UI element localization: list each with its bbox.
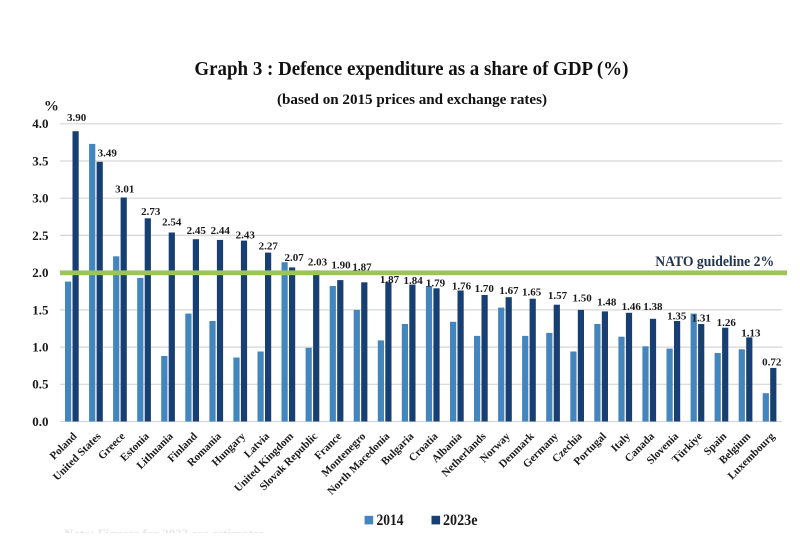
svg-text:1.90: 1.90 [331, 259, 351, 271]
svg-text:1.57: 1.57 [548, 290, 568, 302]
svg-text:NATO guideline 2%: NATO guideline 2% [655, 254, 774, 270]
svg-text:3.5: 3.5 [32, 153, 49, 168]
svg-text:1.13: 1.13 [741, 327, 761, 339]
svg-text:2.0: 2.0 [32, 265, 48, 280]
svg-text:3.01: 3.01 [115, 183, 134, 195]
svg-text:1.50: 1.50 [572, 293, 592, 305]
svg-text:%: % [44, 99, 59, 115]
svg-text:0.72: 0.72 [762, 356, 782, 368]
svg-text:1.26: 1.26 [717, 317, 737, 329]
svg-text:1.76: 1.76 [452, 281, 472, 293]
svg-text:1.31: 1.31 [692, 312, 711, 324]
svg-text:2.44: 2.44 [211, 225, 231, 237]
svg-text:1.84: 1.84 [403, 275, 423, 287]
svg-text:1.5: 1.5 [32, 302, 49, 317]
svg-text:2.07: 2.07 [284, 252, 304, 264]
svg-text:2.27: 2.27 [259, 240, 279, 252]
svg-text:2014: 2014 [377, 512, 404, 529]
svg-text:2023e: 2023e [443, 512, 478, 529]
svg-text:3.90: 3.90 [67, 112, 87, 124]
svg-text:Note: Figures for 2023 are est: Note: Figures for 2023 are estimates. [64, 526, 267, 533]
svg-text:(based on 2015 prices and exch: (based on 2015 prices and exchange rates… [277, 92, 547, 108]
svg-text:1.0: 1.0 [32, 340, 48, 355]
svg-text:2.5: 2.5 [32, 228, 49, 243]
svg-text:1.38: 1.38 [643, 301, 663, 313]
svg-text:1.87: 1.87 [380, 274, 400, 286]
svg-text:1.48: 1.48 [597, 296, 617, 308]
svg-text:1.35: 1.35 [667, 311, 687, 323]
svg-text:Graph 3 : Defence expenditure: Graph 3 : Defence expenditure as a share… [194, 58, 628, 80]
svg-text:1.65: 1.65 [522, 286, 542, 298]
svg-text:1.67: 1.67 [499, 285, 519, 297]
svg-text:2.43: 2.43 [236, 229, 256, 241]
svg-text:3.0: 3.0 [32, 191, 48, 206]
svg-text:2.73: 2.73 [141, 206, 161, 218]
svg-text:2.45: 2.45 [187, 225, 207, 237]
svg-text:2.03: 2.03 [308, 256, 328, 268]
svg-text:2.54: 2.54 [162, 216, 182, 228]
svg-text:1.70: 1.70 [475, 283, 495, 295]
svg-text:1.79: 1.79 [426, 277, 446, 289]
svg-text:1.46: 1.46 [622, 301, 642, 313]
svg-text:3.49: 3.49 [98, 148, 118, 160]
svg-text:1.87: 1.87 [352, 262, 372, 274]
svg-text:4.0: 4.0 [32, 116, 48, 131]
svg-text:0.5: 0.5 [32, 377, 49, 392]
svg-text:0.0: 0.0 [32, 414, 48, 429]
